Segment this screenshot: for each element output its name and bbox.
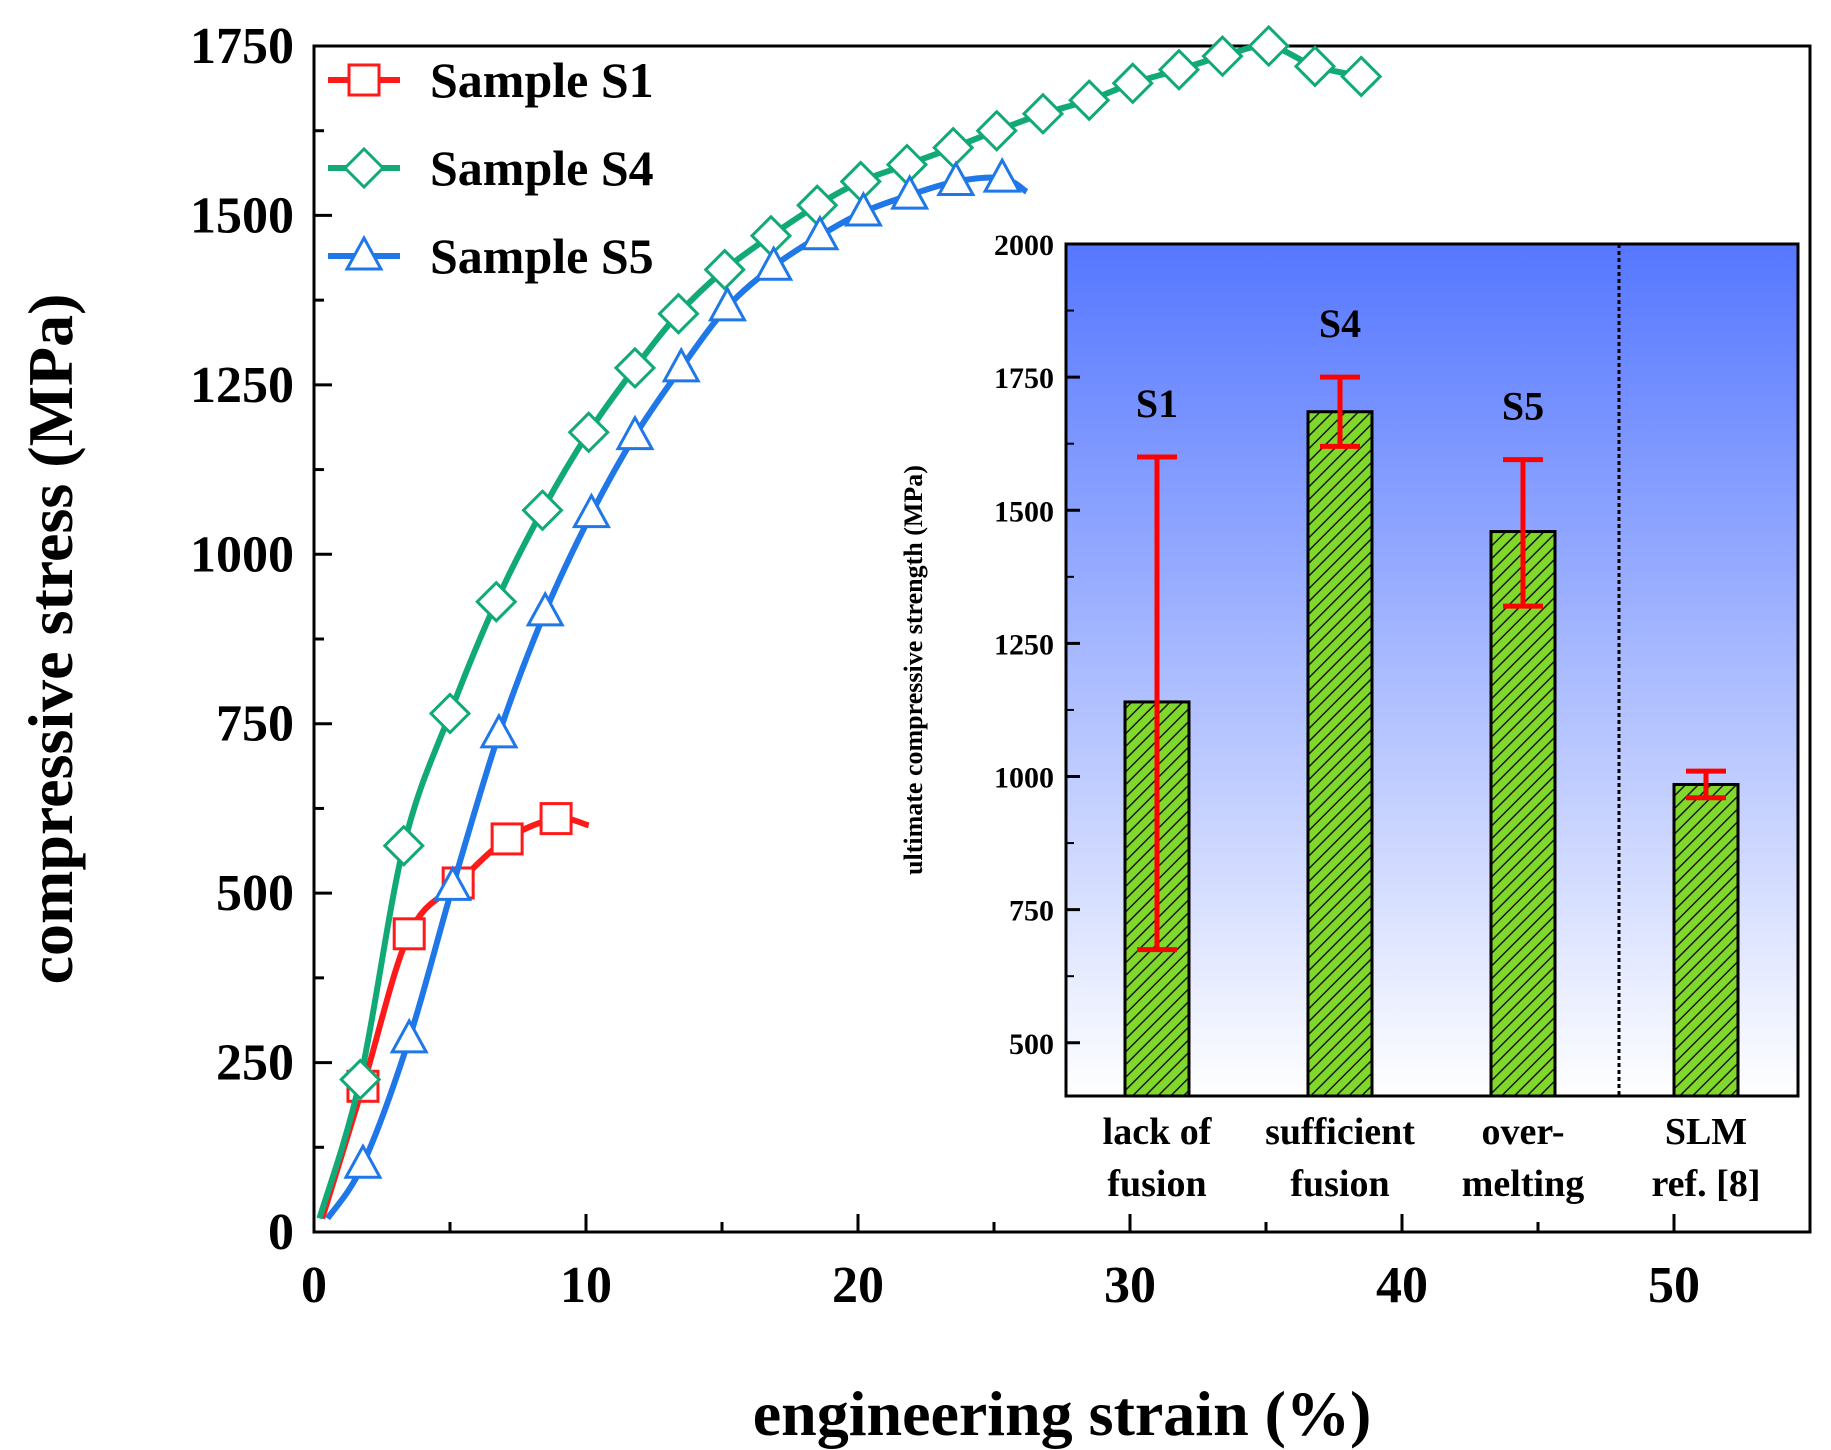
y-tick-label: 250 bbox=[216, 1035, 294, 1092]
sample-s4-point bbox=[839, 160, 882, 203]
sample-s4-point bbox=[1340, 55, 1383, 98]
sample-s4-point bbox=[1157, 48, 1201, 91]
inset-y-tick-label: 750 bbox=[1009, 895, 1054, 928]
inset-category-label: sufficient bbox=[1265, 1111, 1415, 1153]
sample-s4-point bbox=[657, 292, 700, 335]
inset-bar-chart: S1 S4 S5 500 750 1000 1250 1500 1750 2000 lack o… bbox=[899, 229, 1800, 1205]
x-tick-label: 30 bbox=[1104, 1257, 1156, 1314]
x-tick-label: 40 bbox=[1376, 1257, 1428, 1314]
sample-s5-point bbox=[525, 590, 565, 627]
legend-sample-s5-label: Sample S5 bbox=[430, 228, 654, 284]
y-tick-label: 1750 bbox=[190, 18, 294, 75]
x-tick-label: 10 bbox=[560, 1257, 612, 1314]
sample-s5-point bbox=[982, 157, 1022, 193]
inset-y-axis-title: ultimate compressive strength (MPa) bbox=[899, 465, 928, 875]
sample-s4-point bbox=[475, 580, 518, 623]
sample-s1-point bbox=[539, 802, 573, 836]
sample-s4-point bbox=[567, 411, 610, 454]
inset-category-label: ref. [8] bbox=[1651, 1163, 1760, 1205]
sample-s5-point bbox=[890, 173, 930, 210]
sample-s4-point bbox=[885, 143, 929, 186]
y-tick-label: 500 bbox=[216, 865, 294, 922]
x-tick-label: 0 bbox=[301, 1257, 327, 1314]
sample-s4-point bbox=[1247, 24, 1290, 68]
sample-s4-point bbox=[975, 109, 1018, 152]
inset-y-tick-label: 1500 bbox=[994, 495, 1054, 528]
inset-bar bbox=[1306, 410, 1374, 1098]
legend: Sample S1 Sample S4 Sample S5 bbox=[328, 52, 654, 284]
inset-bar bbox=[1489, 530, 1557, 1098]
inset-bar-label: S5 bbox=[1502, 384, 1544, 429]
inset-bar-label: S4 bbox=[1319, 301, 1361, 346]
legend-sample-s5-marker bbox=[344, 234, 384, 271]
inset-category-label: lack of bbox=[1103, 1111, 1213, 1153]
x-tick-label: 50 bbox=[1648, 1257, 1700, 1314]
inset-bar-label: S1 bbox=[1136, 381, 1178, 426]
sample-s5-point bbox=[754, 245, 794, 281]
inset-y-tick-label: 1250 bbox=[994, 628, 1054, 661]
sample-s5-point bbox=[571, 492, 611, 529]
sample-s5-point bbox=[479, 712, 519, 749]
sample-s5-point bbox=[800, 214, 840, 251]
inset-category-label: fusion bbox=[1290, 1163, 1389, 1205]
sample-s1-point bbox=[392, 917, 426, 951]
sample-s5-point bbox=[433, 865, 473, 901]
sample-s4-point bbox=[613, 346, 657, 390]
x-tick-label: 20 bbox=[832, 1257, 884, 1314]
sample-s5-point bbox=[343, 1143, 383, 1179]
y-tick-label: 750 bbox=[216, 696, 294, 753]
legend-sample-s4-label: Sample S4 bbox=[430, 140, 654, 196]
sample-s4-point bbox=[1293, 45, 1337, 88]
main-y-axis-title: compressive stress (MPa) bbox=[15, 294, 86, 985]
sample-s5-point bbox=[936, 160, 976, 197]
y-tick-label: 0 bbox=[268, 1204, 294, 1261]
sample-s4-point bbox=[749, 214, 793, 257]
inset-bar bbox=[1672, 782, 1740, 1098]
y-tick-label: 1000 bbox=[190, 526, 294, 583]
sample-s4-point bbox=[796, 184, 839, 227]
inset-y-tick-label: 2000 bbox=[994, 229, 1054, 262]
sample-s4-point bbox=[382, 824, 425, 867]
main-x-axis-title: engineering strain (%) bbox=[753, 1378, 1372, 1449]
sample-s4-point bbox=[428, 692, 472, 735]
sample-s4-point bbox=[339, 1058, 382, 1101]
sample-s4-point bbox=[703, 248, 746, 291]
y-tick-label: 1500 bbox=[190, 187, 294, 244]
inset-y-tick-label: 1750 bbox=[994, 362, 1054, 395]
inset-plot-frame bbox=[1064, 242, 1800, 1098]
legend-sample-s1-marker bbox=[347, 63, 381, 97]
sample-s4-point bbox=[1201, 35, 1244, 78]
legend-sample-s4-marker bbox=[342, 146, 386, 190]
sample-s4-point bbox=[521, 489, 564, 532]
inset-category-label: melting bbox=[1462, 1163, 1584, 1205]
inset-y-tick-label: 1000 bbox=[994, 762, 1054, 795]
sample-s1-point bbox=[490, 822, 524, 856]
sample-s4-point bbox=[1021, 92, 1065, 135]
sample-s5-point bbox=[615, 414, 655, 451]
sample-s5-point bbox=[707, 285, 747, 322]
sample-s5-point bbox=[843, 190, 883, 227]
inset-category-label: over- bbox=[1482, 1111, 1565, 1153]
sample-s5-point bbox=[661, 346, 701, 383]
inset-category-label: SLM bbox=[1665, 1111, 1747, 1153]
inset-y-tick-label: 500 bbox=[1009, 1028, 1054, 1061]
sample-s5-point bbox=[389, 1017, 429, 1054]
inset-category-label: fusion bbox=[1107, 1163, 1206, 1205]
legend-sample-s1-label: Sample S1 bbox=[430, 52, 654, 108]
sample-s4-point bbox=[1111, 62, 1154, 105]
y-tick-label: 1250 bbox=[190, 357, 294, 414]
sample-s4-point bbox=[1068, 79, 1111, 122]
sample-s4-point bbox=[932, 126, 975, 169]
